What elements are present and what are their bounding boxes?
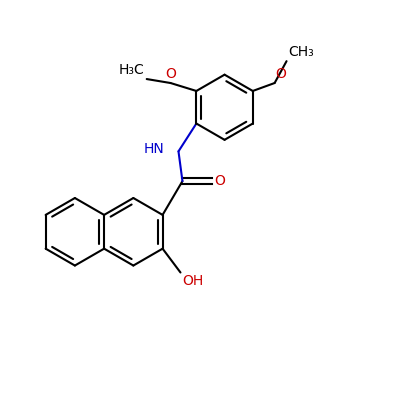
Text: HN: HN	[144, 142, 164, 156]
Text: H₃C: H₃C	[119, 63, 145, 77]
Text: O: O	[165, 67, 176, 81]
Text: O: O	[276, 67, 286, 81]
Text: OH: OH	[182, 274, 204, 288]
Text: O: O	[214, 174, 225, 188]
Text: CH₃: CH₃	[288, 45, 314, 59]
